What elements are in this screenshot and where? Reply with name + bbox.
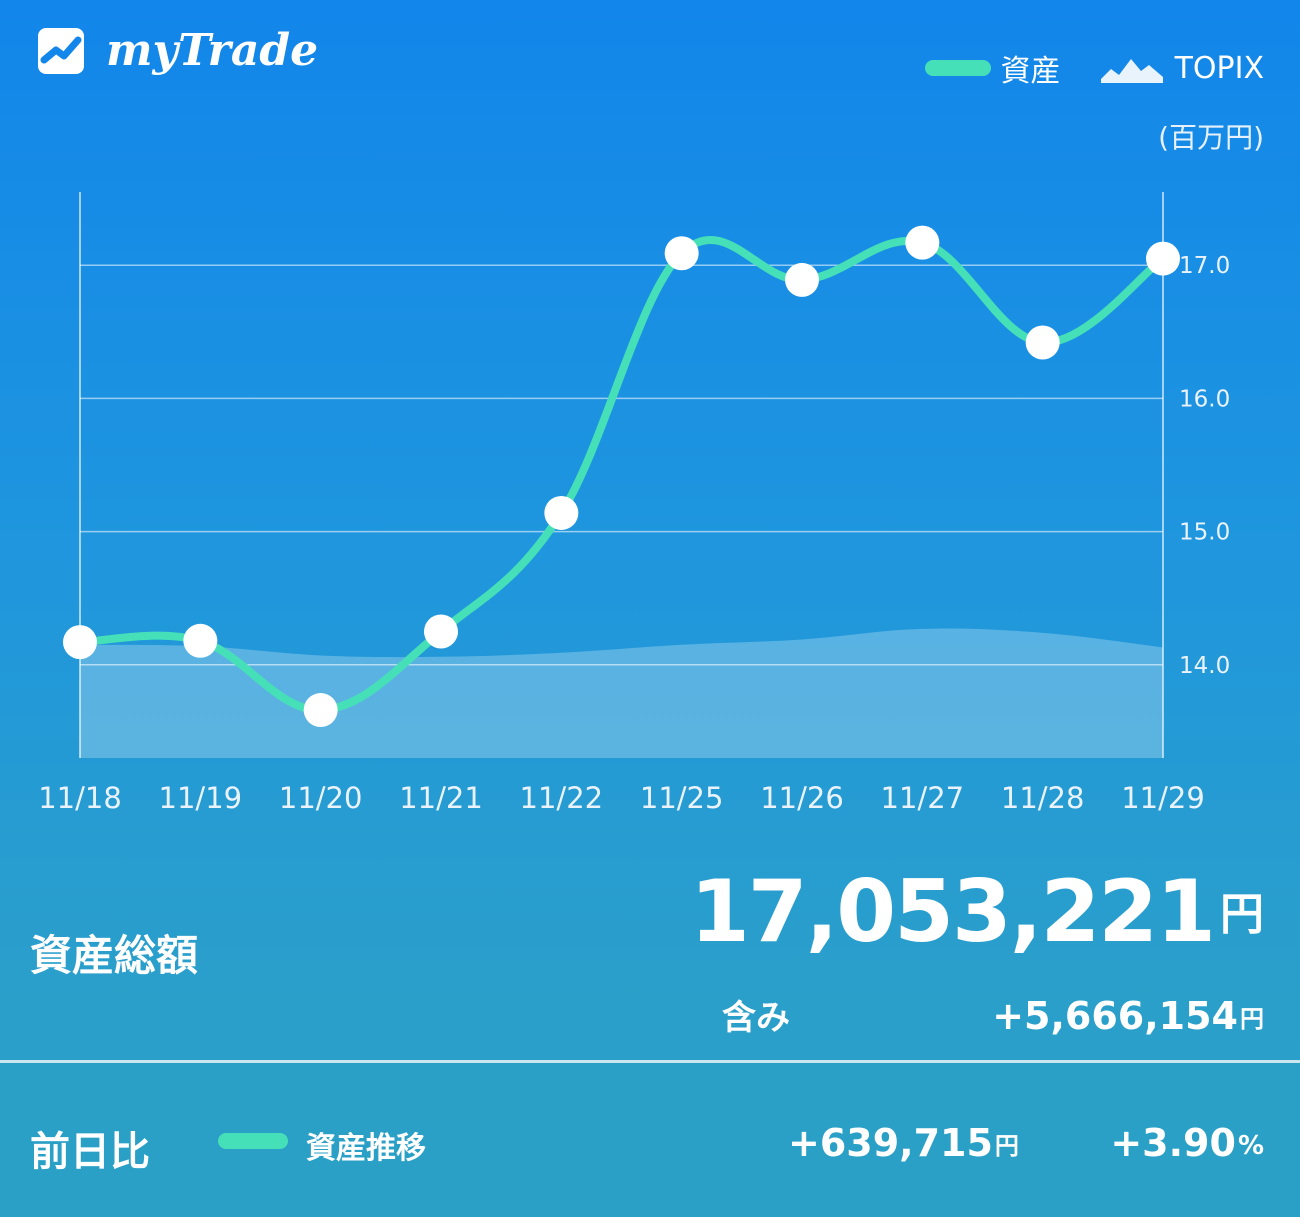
- day-compare-label: 前日比: [30, 1129, 150, 1175]
- x-tick-label: 11/18: [38, 781, 122, 815]
- x-tick-label: 11/26: [760, 781, 844, 815]
- legend-asset: 資産: [924, 46, 1061, 90]
- day-diff-value: +639,715 円: [788, 1121, 1019, 1165]
- app-name: myTrade: [106, 25, 319, 76]
- topix-series: [80, 628, 1163, 758]
- unrealized-value: +5,666,154 円: [992, 994, 1264, 1038]
- day-compare-bar: 前日比 資産推移 +639,715 円 +3.90 %: [0, 1060, 1300, 1217]
- x-tick-label: 11/21: [399, 781, 483, 815]
- x-axis-ticks: 11/18 11/19 11/20 11/21 11/22 11/25 11/26 11/27…: [38, 781, 1205, 815]
- app-logo: myTrade: [36, 26, 318, 76]
- x-tick-label: 11/29: [1121, 781, 1205, 815]
- asset-point[interactable]: [183, 623, 218, 658]
- asset-point[interactable]: [303, 693, 338, 728]
- total-assets-value: 17,053,221 円: [690, 866, 1264, 958]
- topix-area-icon: [1100, 59, 1163, 83]
- x-tick-label: 11/20: [279, 781, 363, 815]
- x-tick-label: 11/25: [640, 781, 724, 815]
- asset-line-swatch: [924, 60, 991, 76]
- legend-asset-label: 資産: [1000, 54, 1061, 89]
- y-tick-label: 14.0: [1179, 653, 1230, 679]
- asset-chart[interactable]: 14.015.016.017.0 11/18 11/19 11/20 11/21 11/…: [0, 0, 1300, 830]
- day-diff-unit: 円: [994, 1132, 1019, 1160]
- legend-topix: TOPIX: [1061, 51, 1264, 86]
- logo-icon: [38, 28, 84, 74]
- unrealized-unit: 円: [1240, 1005, 1264, 1033]
- x-tick-label: 11/27: [881, 781, 965, 815]
- asset-line: [76, 235, 1167, 715]
- total-assets-label: 資産総額: [30, 931, 199, 980]
- y-axis-ticks: 14.0 15.0 16.0 17.0: [1179, 253, 1230, 679]
- asset-point[interactable]: [785, 262, 819, 297]
- trend-line-swatch: [218, 1133, 288, 1149]
- day-diff-percent-unit: %: [1237, 1131, 1264, 1161]
- asset-points: [63, 225, 1180, 728]
- topix-area: [80, 628, 1163, 758]
- x-tick-label: 11/19: [159, 781, 243, 815]
- asset-point[interactable]: [1025, 325, 1060, 360]
- trend-label: 資産推移: [306, 1131, 426, 1166]
- asset-point[interactable]: [905, 225, 940, 260]
- day-diff-percent: +3.90 %: [1110, 1121, 1264, 1165]
- day-diff-percent-number: +3.90: [1110, 1121, 1236, 1165]
- y-axis-unit: (百万円): [1158, 121, 1264, 154]
- x-tick-label: 11/22: [520, 781, 604, 815]
- asset-point[interactable]: [424, 614, 458, 649]
- unrealized-label: 含み: [722, 998, 790, 1038]
- asset-point[interactable]: [63, 625, 97, 660]
- y-tick-label: 17.0: [1179, 253, 1230, 279]
- day-diff-number: +639,715: [788, 1121, 993, 1165]
- legend-topix-label: TOPIX: [1174, 50, 1264, 86]
- x-tick-label: 11/28: [1001, 781, 1085, 815]
- chart-legend: 資産 TOPIX: [924, 46, 1264, 90]
- y-tick-label: 15.0: [1179, 520, 1230, 546]
- total-assets-unit: 円: [1220, 889, 1264, 940]
- asset-point[interactable]: [1146, 241, 1180, 276]
- asset-series: [76, 235, 1167, 715]
- asset-point[interactable]: [544, 495, 579, 530]
- unrealized-number: +5,666,154: [992, 994, 1238, 1038]
- asset-point[interactable]: [664, 236, 699, 271]
- chart-grid: [79, 192, 1164, 758]
- total-assets-number: 17,053,221: [689, 862, 1216, 962]
- y-tick-label: 16.0: [1179, 386, 1230, 412]
